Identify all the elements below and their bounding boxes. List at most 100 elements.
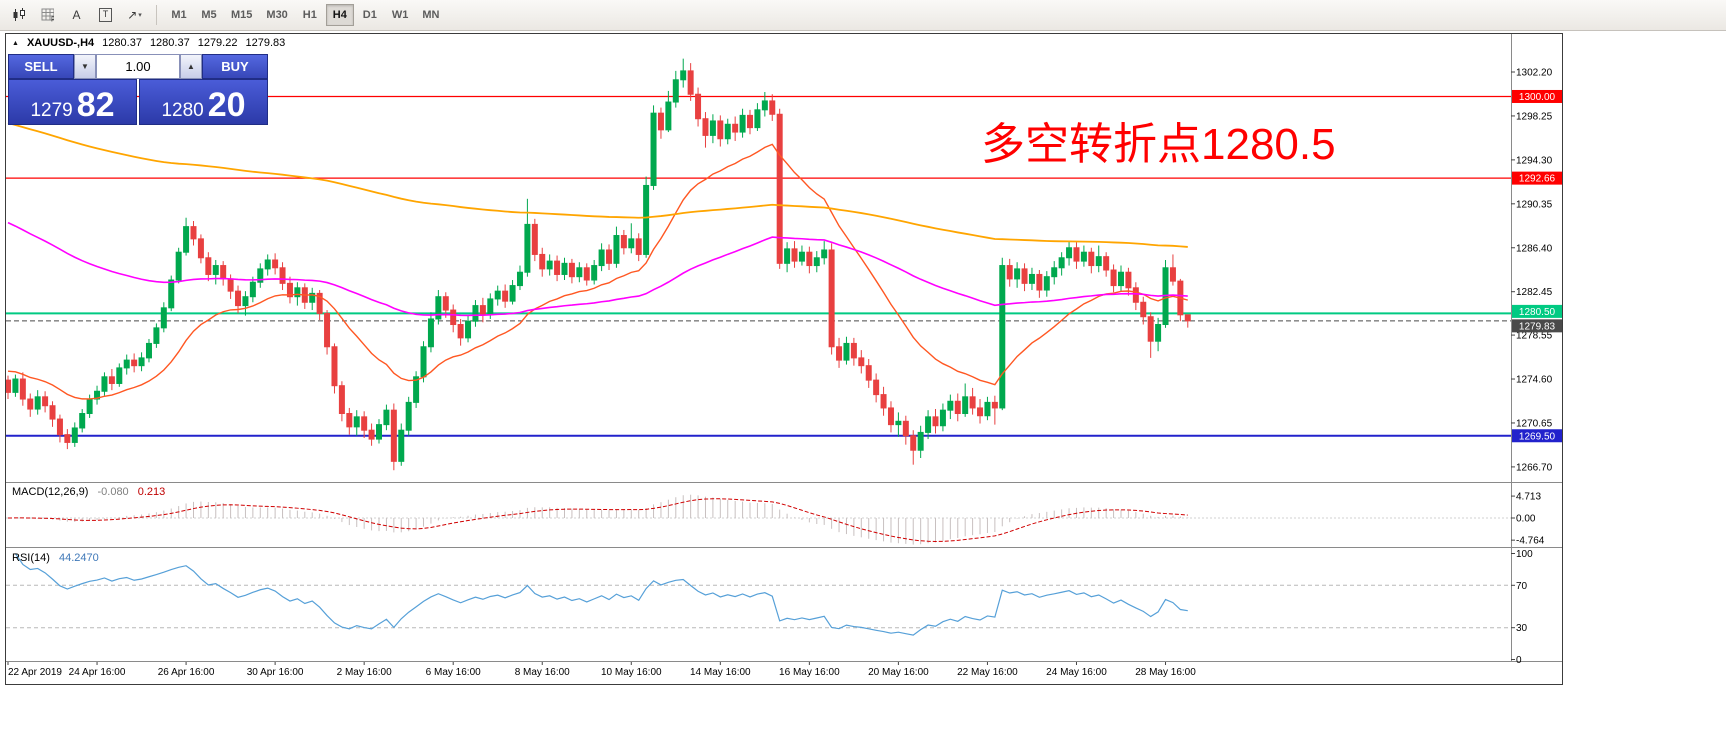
macd-layer [7,494,1189,545]
bid-price-main: 1279 [30,100,73,121]
timeframe-m1-button[interactable]: M1 [165,4,193,26]
macd-title: MACD(12,26,9) [12,486,89,498]
price-axis[interactable]: 1302.20 1298.25 1294.30 1290.35 1286.40 1282.… [1511,68,1553,474]
svg-text:-4.764: -4.764 [1516,536,1545,547]
svg-text:6 May 16:00: 6 May 16:00 [426,667,481,678]
top-toolbar: F A T ↗ ▾ M1 M5 M15 M30 H1 H4 D1 W1 MN [0,0,1726,31]
timeframe-m5-button[interactable]: M5 [195,4,223,26]
level-lines[interactable] [6,95,1511,437]
grid-button[interactable]: F [34,3,61,27]
grid-icon: F [41,8,54,22]
rsi-indicator-header: RSI(14) 44.2470 [12,552,99,564]
svg-text:F: F [51,17,54,23]
timeframe-w1-button[interactable]: W1 [386,4,415,26]
svg-text:1290.35: 1290.35 [1516,199,1553,210]
svg-text:1278.55: 1278.55 [1516,331,1553,342]
sell-button[interactable]: SELL [8,54,74,79]
rsi-layer [14,553,1188,636]
svg-text:1286.40: 1286.40 [1516,243,1553,254]
svg-text:16 May 16:00: 16 May 16:00 [779,667,840,678]
buy-button[interactable]: BUY [202,54,268,79]
one-click-trading-widget: SELL ▼ ▲ BUY 1279 82 1280 20 [8,54,268,125]
bid-price-panel[interactable]: 1279 82 [8,79,137,125]
rsi-title: RSI(14) [12,552,50,564]
timeframe-m15-button[interactable]: M15 [225,4,258,26]
svg-text:20 May 16:00: 20 May 16:00 [868,667,929,678]
level-price-labels: 1300.00 1292.66 1280.50 1279.83 1269.50 [1512,89,1562,443]
caret-down-icon: ▼ [81,62,89,71]
ohlc-high: 1280.37 [149,37,190,49]
timeframe-m30-button[interactable]: M30 [260,4,293,26]
svg-text:22 May 16:00: 22 May 16:00 [957,667,1018,678]
svg-text:1274.60: 1274.60 [1516,375,1553,386]
svg-text:14 May 16:00: 14 May 16:00 [690,667,751,678]
svg-text:1269.50: 1269.50 [1519,431,1556,442]
ask-price-main: 1280 [161,100,204,121]
ohlc-close: 1279.83 [245,37,286,49]
text-label-button[interactable]: T [92,3,119,27]
macd-value-signal: 0.213 [137,486,166,498]
svg-text:1279.83: 1279.83 [1519,321,1556,332]
caret-up-icon: ▲ [187,62,195,71]
ask-price-panel[interactable]: 1280 20 [139,79,268,125]
macd-indicator-header: MACD(12,26,9) -0.080 0.213 [12,486,165,498]
svg-text:10 May 16:00: 10 May 16:00 [601,667,662,678]
svg-text:28 May 16:00: 28 May 16:00 [1135,667,1196,678]
bid-price-big: 82 [76,86,115,125]
svg-text:0: 0 [1516,655,1522,666]
candlestick-chart-icon [13,8,25,21]
timeframe-d1-button[interactable]: D1 [356,4,384,26]
text-label-icon: T [99,8,112,22]
svg-text:0.00: 0.00 [1516,514,1536,525]
ask-price-big: 20 [207,86,246,125]
volume-input[interactable] [96,54,180,79]
svg-text:1302.20: 1302.20 [1516,68,1553,79]
candles-layer[interactable] [6,58,1191,471]
ohlc-open: 1280.37 [102,37,142,49]
svg-text:22 Apr 2019: 22 Apr 2019 [8,667,62,678]
svg-text:1266.70: 1266.70 [1516,462,1553,473]
volume-increase-button[interactable]: ▲ [180,54,202,79]
svg-text:1270.65: 1270.65 [1516,418,1553,429]
chart-text-annotation[interactable]: 多空转折点1280.5 [981,120,1336,169]
svg-text:1298.25: 1298.25 [1516,111,1553,122]
macd-value-main: -0.080 [97,486,129,498]
annotation-a-icon: A [72,8,81,22]
svg-text:2 May 16:00: 2 May 16:00 [337,667,392,678]
toolbar-separator [156,5,157,25]
timeframe-h4-button[interactable]: H4 [325,4,354,26]
window-marker-icon: ▲ [12,39,19,47]
rsi-axis: 100 70 30 0 [6,549,1533,666]
panel-separators[interactable] [6,34,1562,662]
svg-text:30 Apr 16:00: 30 Apr 16:00 [247,667,304,678]
chart-window: 1302.20 1298.25 1294.30 1290.35 1286.40 1282.… [5,33,1563,685]
ma-260-line [7,122,1188,248]
ma-21-line [7,143,1188,400]
symbol-period-label: XAUUSD-,H4 [26,37,95,49]
rsi-value: 44.2470 [58,552,99,564]
volume-decrease-button[interactable]: ▼ [74,54,96,79]
chevron-down-icon: ▾ [138,12,142,19]
timeframe-mn-button[interactable]: MN [416,4,445,26]
svg-text:1282.45: 1282.45 [1516,287,1553,298]
chart-ohlc-header: ▲ XAUUSD-,H4 1280.37 1280.37 1279.22 127… [12,37,285,49]
timeframe-h1-button[interactable]: H1 [296,4,324,26]
ma-90-line [7,221,1188,317]
drawing-arrow-icon: ↗ [127,8,138,22]
chart-canvas[interactable]: 1302.20 1298.25 1294.30 1290.35 1286.40 1282.… [6,34,1562,684]
time-axis[interactable]: 22 Apr 2019 24 Apr 16:00 26 Apr 16:00 30 Ap… [7,662,1196,678]
svg-text:24 Apr 16:00: 24 Apr 16:00 [69,667,126,678]
candlestick-chart-button[interactable] [5,3,32,27]
svg-text:70: 70 [1516,581,1528,592]
svg-text:1280.50: 1280.50 [1519,307,1556,318]
svg-text:30: 30 [1516,623,1528,634]
svg-text:26 Apr 16:00: 26 Apr 16:00 [158,667,215,678]
macd-axis: 4.713 0.00 -4.764 [6,492,1545,547]
drawing-tool-button[interactable]: ↗ ▾ [121,3,148,27]
ohlc-low: 1279.22 [197,37,238,49]
annotation-a-button[interactable]: A [63,3,90,27]
svg-text:1300.00: 1300.00 [1519,92,1556,103]
svg-text:4.713: 4.713 [1516,492,1541,503]
svg-text:24 May 16:00: 24 May 16:00 [1046,667,1107,678]
